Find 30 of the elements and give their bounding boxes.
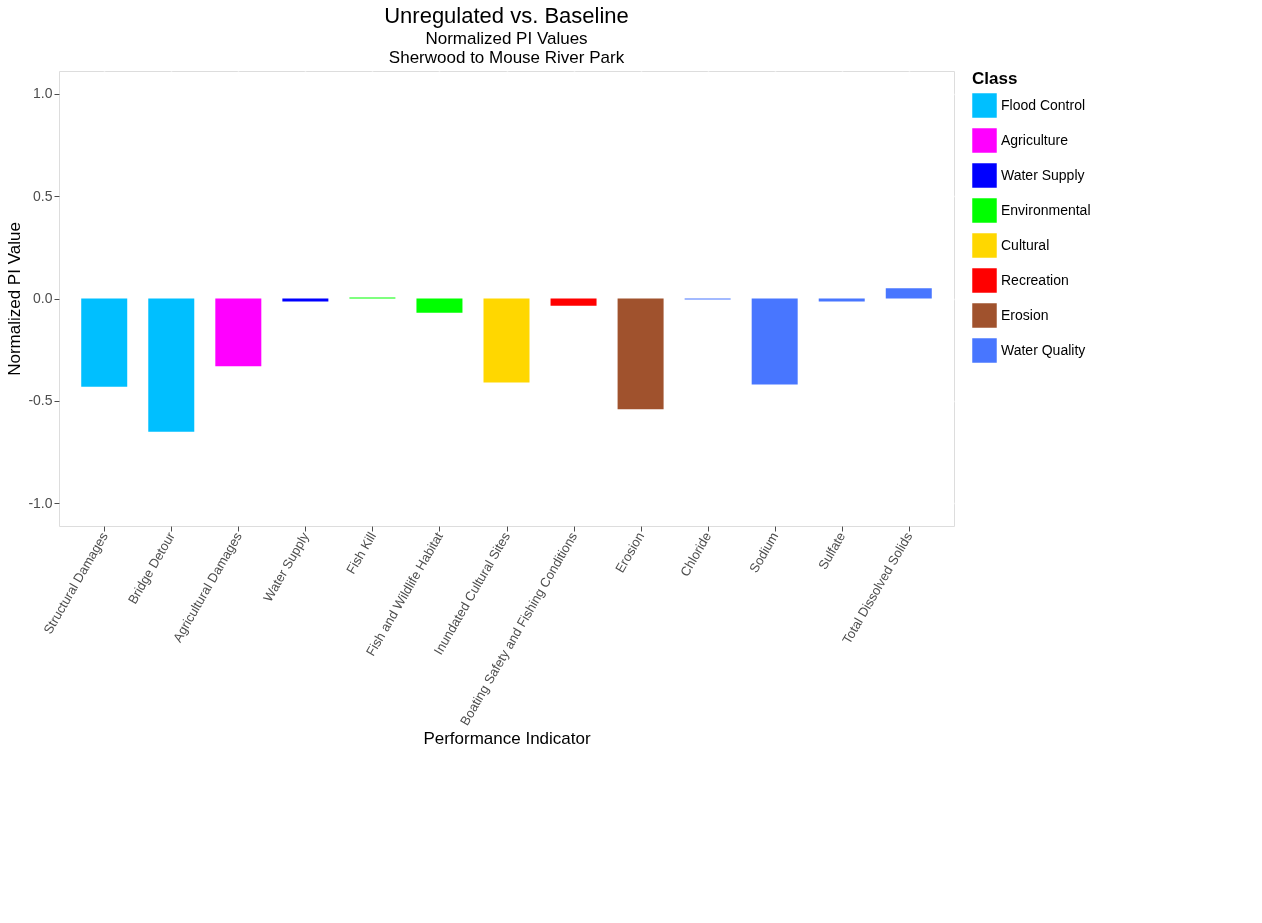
y-tick-label: 0.5 (33, 187, 53, 204)
bar (885, 288, 932, 299)
bar (550, 298, 597, 306)
bar (148, 298, 195, 432)
legend-label: Erosion (1001, 306, 1049, 323)
legend-label: Water Quality (1001, 341, 1086, 358)
y-tick-label: 0.0 (33, 290, 53, 306)
legend-label: Agriculture (1001, 131, 1069, 148)
bar (751, 298, 798, 385)
bar (617, 298, 664, 410)
bar (483, 298, 530, 383)
y-tick-label: -0.5 (28, 392, 53, 409)
bar (282, 298, 329, 302)
x-tick-label: Fish Kill (343, 529, 380, 577)
bar (215, 298, 262, 367)
bar (818, 298, 865, 302)
legend-label: Recreation (1001, 271, 1069, 288)
bar (81, 298, 128, 387)
legend-label: Water Supply (1001, 166, 1085, 183)
x-axis-title: Performance Indicator (423, 728, 591, 748)
y-tick-label: 1.0 (33, 85, 53, 102)
legend-label: Flood Control (1001, 96, 1086, 113)
y-tick-label: -1.0 (28, 494, 53, 511)
chart-title: Unregulated vs. Baseline (384, 3, 629, 28)
chart-subtitle: Normalized PI Values Sherwood to Mouse River Park (388, 29, 625, 67)
legend-label: Environmental (1001, 201, 1091, 218)
legend-title: Class (972, 69, 1018, 88)
y-axis-title: Normalized PI Value (5, 222, 25, 376)
legend-label: Cultural (1001, 236, 1050, 253)
bar (416, 298, 463, 313)
